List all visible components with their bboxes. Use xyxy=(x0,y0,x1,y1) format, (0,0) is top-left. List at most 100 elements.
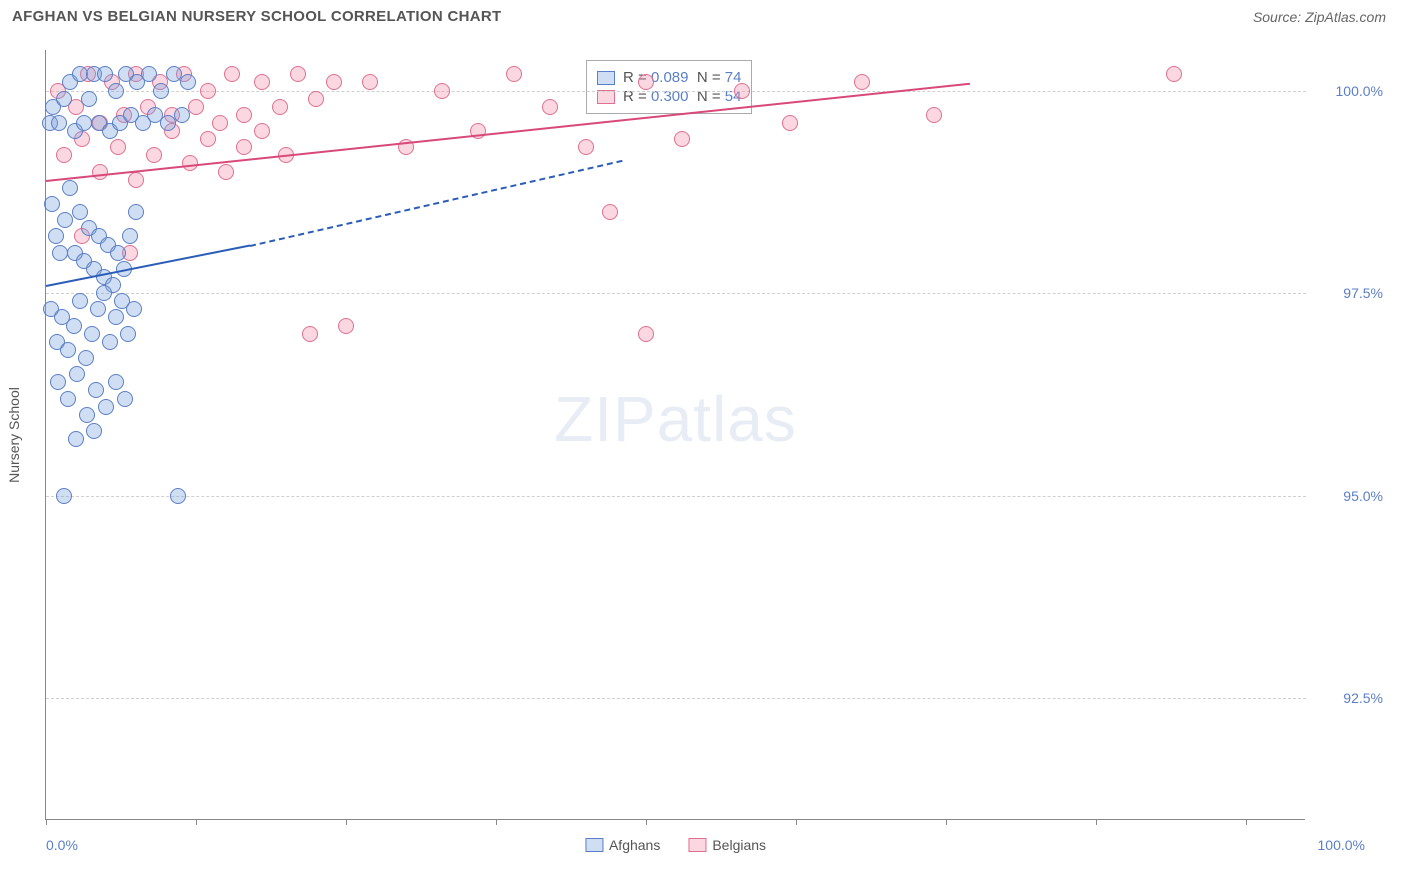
data-point xyxy=(97,66,113,82)
gridline xyxy=(46,293,1306,294)
watermark: ZIPatlas xyxy=(554,382,797,456)
x-tick xyxy=(1096,819,1097,825)
data-point xyxy=(578,139,594,155)
watermark-zip: ZIP xyxy=(554,383,657,455)
data-point xyxy=(1166,66,1182,82)
data-point xyxy=(153,83,169,99)
chart-source: Source: ZipAtlas.com xyxy=(1253,9,1386,25)
data-point xyxy=(290,66,306,82)
data-point xyxy=(72,204,88,220)
data-point xyxy=(110,245,126,261)
data-point xyxy=(218,164,234,180)
y-tick-label: 100.0% xyxy=(1336,83,1383,99)
data-point xyxy=(236,107,252,123)
data-point xyxy=(782,115,798,131)
swatch-afghans xyxy=(585,838,603,852)
gridline xyxy=(46,91,1306,92)
x-tick xyxy=(46,819,47,825)
data-point xyxy=(96,285,112,301)
data-point xyxy=(48,228,64,244)
data-point xyxy=(56,488,72,504)
data-point xyxy=(174,107,190,123)
data-point xyxy=(108,83,124,99)
data-point xyxy=(108,374,124,390)
data-point xyxy=(200,131,216,147)
trend-line xyxy=(46,82,970,181)
data-point xyxy=(674,131,690,147)
x-tick xyxy=(796,819,797,825)
data-point xyxy=(180,74,196,90)
data-point xyxy=(110,139,126,155)
y-tick-label: 97.5% xyxy=(1343,285,1383,301)
x-tick xyxy=(646,819,647,825)
data-point xyxy=(254,74,270,90)
data-point xyxy=(57,212,73,228)
data-point xyxy=(128,172,144,188)
gridline xyxy=(46,698,1306,699)
data-point xyxy=(44,196,60,212)
data-point xyxy=(90,301,106,317)
data-point xyxy=(926,107,942,123)
data-point xyxy=(434,83,450,99)
data-point xyxy=(638,326,654,342)
plot-area: Nursery School ZIPatlas R = 0.089 N = 74… xyxy=(45,50,1305,820)
legend-label-belgians: Belgians xyxy=(712,837,766,853)
data-point xyxy=(212,115,228,131)
legend-swatch xyxy=(597,71,615,85)
data-point xyxy=(56,147,72,163)
data-point xyxy=(50,374,66,390)
data-point xyxy=(102,334,118,350)
data-point xyxy=(200,83,216,99)
data-point xyxy=(734,83,750,99)
y-tick-label: 92.5% xyxy=(1343,690,1383,706)
data-point xyxy=(141,66,157,82)
data-point xyxy=(92,164,108,180)
data-point xyxy=(254,123,270,139)
x-tick xyxy=(1246,819,1247,825)
data-point xyxy=(308,91,324,107)
x-axis-min: 0.0% xyxy=(46,837,78,853)
data-point xyxy=(602,204,618,220)
data-point xyxy=(62,180,78,196)
trend-line-dashed xyxy=(250,159,622,246)
data-point xyxy=(146,147,162,163)
legend-item-afghans: Afghans xyxy=(585,837,660,853)
data-point xyxy=(326,74,342,90)
data-point xyxy=(224,66,240,82)
data-point xyxy=(362,74,378,90)
x-tick xyxy=(946,819,947,825)
data-point xyxy=(69,366,85,382)
chart-title: AFGHAN VS BELGIAN NURSERY SCHOOL CORRELA… xyxy=(12,8,501,25)
legend-label-afghans: Afghans xyxy=(609,837,660,853)
data-point xyxy=(338,318,354,334)
data-point xyxy=(170,488,186,504)
data-point xyxy=(128,204,144,220)
data-point xyxy=(79,407,95,423)
data-point xyxy=(78,350,94,366)
data-point xyxy=(98,399,114,415)
data-point xyxy=(638,74,654,90)
data-point xyxy=(854,74,870,90)
data-point xyxy=(236,139,252,155)
data-point xyxy=(84,326,100,342)
correlation-legend: R = 0.089 N = 74R = 0.300 N = 54 xyxy=(586,60,752,114)
data-point xyxy=(72,293,88,309)
data-point xyxy=(66,318,82,334)
data-point xyxy=(81,91,97,107)
data-point xyxy=(86,423,102,439)
data-point xyxy=(108,309,124,325)
data-point xyxy=(120,326,136,342)
x-tick xyxy=(346,819,347,825)
data-point xyxy=(302,326,318,342)
data-point xyxy=(68,431,84,447)
data-point xyxy=(272,99,288,115)
data-point xyxy=(188,99,204,115)
data-point xyxy=(51,115,67,131)
data-point xyxy=(117,391,133,407)
legend-row: R = 0.089 N = 74 xyxy=(597,69,741,86)
series-legend: Afghans Belgians xyxy=(585,837,766,853)
gridline xyxy=(46,496,1306,497)
x-tick xyxy=(196,819,197,825)
data-point xyxy=(88,382,104,398)
chart-container: Nursery School ZIPatlas R = 0.089 N = 74… xyxy=(45,50,1385,820)
